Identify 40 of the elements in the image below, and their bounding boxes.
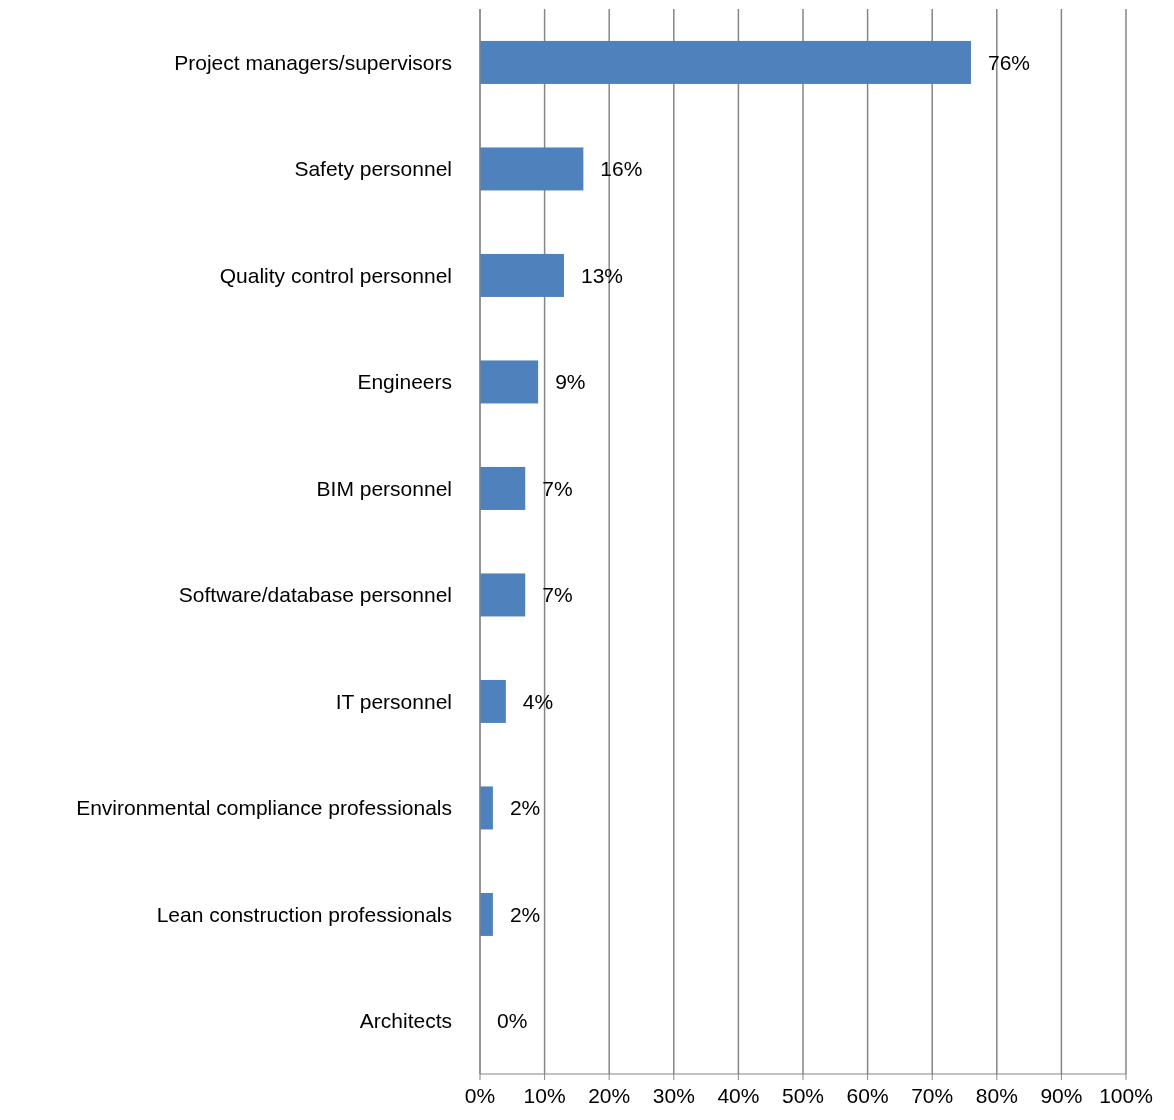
y-tick-label: Engineers	[357, 370, 452, 394]
y-tick-label: Environmental compliance professionals	[76, 796, 452, 820]
x-tick-label: 90%	[1040, 1083, 1083, 1107]
data-label: 2%	[509, 902, 541, 926]
bar	[480, 679, 506, 723]
x-tick-label: 60%	[846, 1083, 889, 1107]
bar	[480, 147, 584, 191]
y-tick-label: Software/database personnel	[178, 583, 452, 607]
bar	[480, 466, 526, 510]
data-label: 16%	[600, 157, 643, 181]
bar	[480, 573, 526, 617]
x-tick-label: 100%	[1099, 1083, 1153, 1107]
bar	[480, 786, 493, 830]
x-tick-label: 30%	[652, 1083, 695, 1107]
y-tick-label: BIM personnel	[316, 476, 452, 500]
y-tick-label: Architects	[359, 1009, 452, 1033]
data-label: 9%	[555, 370, 586, 394]
data-label: 0%	[497, 1009, 528, 1033]
data-label: 2%	[509, 796, 541, 820]
data-label: 13%	[580, 263, 624, 287]
y-tick-label: Project managers/supervisors	[174, 50, 452, 74]
data-label: 4%	[522, 689, 554, 713]
bar	[480, 40, 971, 84]
data-label: 7%	[542, 476, 573, 500]
x-tick-label: 50%	[781, 1083, 825, 1107]
x-tick-label: 40%	[717, 1083, 760, 1107]
y-tick-label: IT personnel	[335, 689, 452, 713]
data-label: 7%	[542, 583, 573, 607]
x-tick-label: 70%	[911, 1083, 954, 1107]
bar	[480, 360, 539, 404]
bar	[480, 892, 493, 936]
bar	[480, 253, 564, 297]
y-tick-label: Safety personnel	[294, 157, 452, 181]
x-tick-label: 80%	[975, 1083, 1018, 1107]
x-tick-label: 20%	[588, 1083, 631, 1107]
y-tick-label: Lean construction professionals	[156, 902, 452, 926]
x-tick-label: 0%	[464, 1083, 496, 1107]
y-tick-label: Quality control personnel	[219, 263, 452, 287]
x-tick-label: 10%	[523, 1083, 566, 1107]
data-label: 76%	[987, 50, 1030, 74]
